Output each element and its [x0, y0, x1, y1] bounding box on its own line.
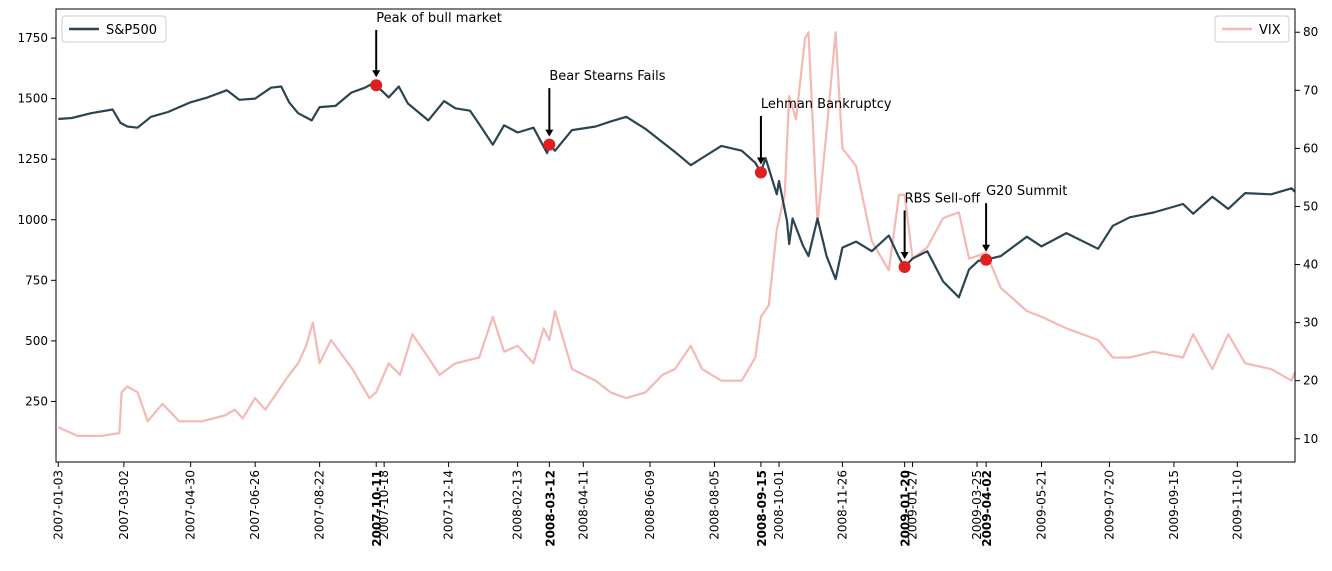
legend-vix: VIX — [1214, 15, 1290, 43]
event-label: Lehman Bankruptcy — [761, 97, 892, 112]
x-tick-label: 2008-02-13 — [511, 470, 525, 540]
event-marker — [980, 253, 993, 266]
y-right-tick-label: 60 — [1303, 141, 1318, 155]
plot-frame — [55, 8, 1296, 463]
event-label: Peak of bull market — [376, 11, 502, 26]
event-arrowhead — [900, 251, 909, 259]
x-tick-label: 2007-03-02 — [117, 470, 131, 540]
y-right-tick-label: 40 — [1303, 258, 1318, 272]
x-tick-label: 2007-01-03 — [51, 470, 65, 540]
y-left-tick-label: 1250 — [17, 152, 48, 166]
plot-background — [56, 9, 1295, 462]
event-arrowhead — [756, 157, 765, 165]
x-highlight-tick-label: 2008-09-15 — [755, 470, 769, 547]
y-right-tick-label: 50 — [1303, 199, 1318, 213]
x-highlight-tick-label: 2009-04-02 — [980, 470, 994, 547]
event-arrowhead — [545, 129, 554, 137]
event-label: RBS Sell-off — [905, 191, 981, 206]
sp500-line — [58, 81, 1296, 299]
sp500-series-layer — [58, 81, 1296, 299]
y-right-tick-label: 70 — [1303, 83, 1318, 97]
y-left-tick-label: 1750 — [17, 31, 48, 45]
event-label: G20 Summit — [986, 184, 1067, 199]
x-tick-label: 2008-06-09 — [643, 470, 657, 540]
x-tick-label: 2009-11-10 — [1230, 470, 1244, 540]
x-tick-label: 2009-01-27 — [906, 470, 920, 540]
vix-series-layer — [57, 31, 1297, 437]
vix-line — [57, 31, 1297, 437]
x-highlight-tick-label: 2008-03-12 — [543, 470, 557, 547]
x-tick-label: 2007-06-26 — [248, 470, 262, 540]
x-tick-label: 2007-12-14 — [442, 470, 456, 540]
x-tick-label: 2007-10-18 — [377, 470, 391, 540]
event-marker — [543, 138, 556, 151]
legend-vix-label: VIX — [1259, 23, 1281, 38]
y-right-tick-label: 30 — [1303, 316, 1318, 330]
axes-layer: 250 500 750 1000 1250 1500 1750 10 20 30 40 50 60 70 8… — [17, 25, 1318, 547]
legend-sp500: S&P500 — [61, 15, 167, 43]
y-left-tick-label: 1500 — [17, 92, 48, 106]
event-arrowhead — [372, 70, 381, 78]
x-tick-label: 2009-07-20 — [1102, 470, 1116, 540]
event-arrowhead — [982, 244, 991, 252]
y-right-tick-label: 10 — [1303, 432, 1318, 446]
x-tick-label: 2007-04-30 — [184, 470, 198, 540]
x-highlight-tick-label: 2009-01-20 — [899, 470, 913, 547]
event-label: Bear Stearns Fails — [549, 69, 665, 84]
y-right-tick-label: 20 — [1303, 374, 1318, 388]
event-marker — [898, 260, 911, 273]
y-left-tick-label: 250 — [25, 394, 48, 408]
x-tick-label: 2008-08-05 — [708, 470, 722, 540]
x-tick-label: 2009-05-21 — [1035, 470, 1049, 540]
event-marker — [370, 79, 383, 92]
x-tick-label: 2008-10-01 — [772, 470, 786, 540]
x-tick-label: 2009-03-25 — [970, 470, 984, 540]
y-left-tick-label: 750 — [25, 273, 48, 287]
y-left-tick-label: 500 — [25, 334, 48, 348]
legend-sp500-label: S&P500 — [106, 23, 157, 38]
x-tick-label: 2007-08-22 — [313, 470, 327, 540]
y-left-tick-label: 1000 — [17, 213, 48, 227]
x-tick-label: 2009-09-15 — [1167, 470, 1181, 540]
x-tick-label: 2008-04-11 — [576, 470, 590, 540]
x-highlight-tick-label: 2007-10-11 — [370, 470, 384, 547]
event-marker — [754, 166, 767, 179]
events-layer: Peak of bull market Bear Stearns Fails Leh… — [370, 11, 1067, 273]
y-right-tick-label: 80 — [1303, 25, 1318, 39]
x-tick-label: 2008-11-26 — [835, 470, 849, 540]
